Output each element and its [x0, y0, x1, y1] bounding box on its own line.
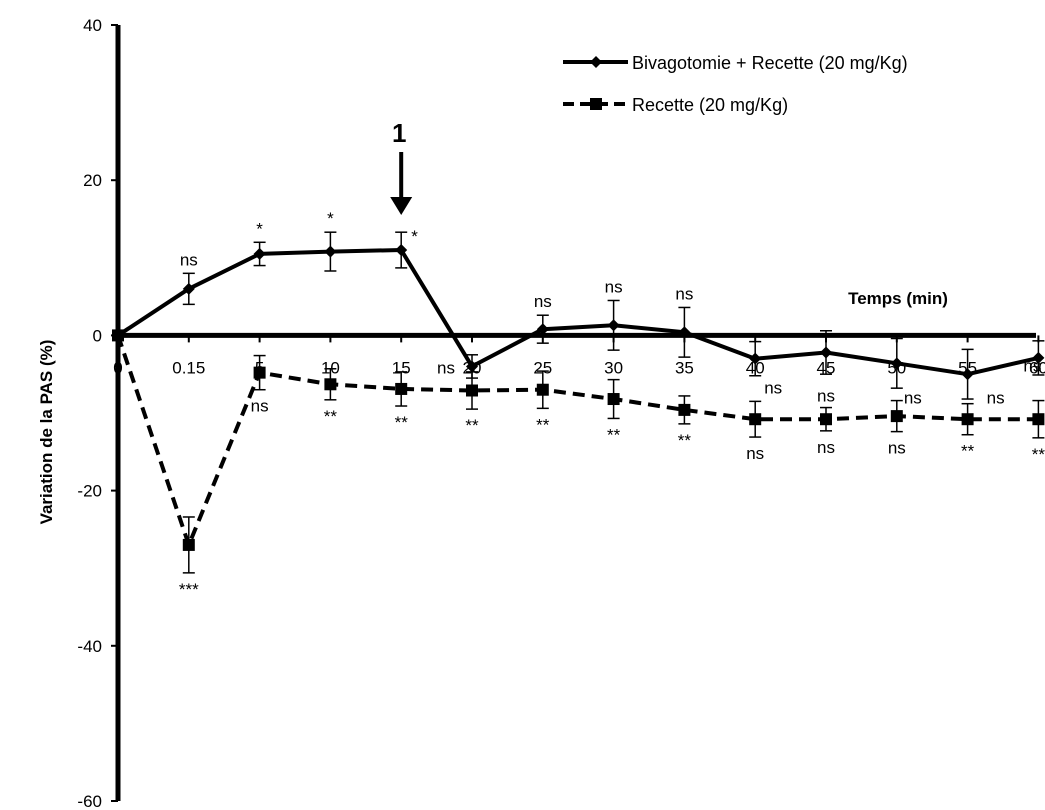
axes	[115, 25, 1036, 801]
significance-label: ns	[675, 284, 693, 303]
data-point	[890, 410, 903, 423]
x-tick-label: 35	[675, 358, 694, 377]
data-point	[890, 357, 903, 370]
data-point	[607, 319, 620, 332]
significance-label: ns	[251, 397, 269, 416]
data-point	[536, 383, 549, 396]
data-point	[678, 403, 691, 416]
series-2	[112, 329, 1045, 574]
data-point	[253, 366, 266, 379]
series-line	[116, 248, 1039, 377]
data-point	[607, 393, 620, 406]
significance-label: ns	[817, 438, 835, 457]
significance-label: ns	[180, 250, 198, 269]
significance-label: ns	[746, 444, 764, 463]
data-point	[182, 282, 195, 295]
series-layer	[112, 231, 1045, 574]
legend: Bivagotomie + Recette (20 mg/Kg) Recette…	[563, 53, 908, 115]
data-point	[1032, 351, 1045, 364]
data-point	[112, 329, 124, 342]
data-point	[749, 413, 762, 426]
significance-label: ns	[605, 277, 623, 296]
data-point	[324, 378, 337, 391]
data-point	[395, 244, 408, 257]
data-point	[749, 352, 762, 365]
significance-label: **	[324, 407, 338, 426]
significance-label: ns	[817, 386, 835, 405]
data-point	[961, 413, 974, 426]
x-tick-label: 0	[113, 358, 122, 377]
x-axis-ticks: 00.1551015202530354045505560	[113, 335, 1045, 377]
significance-label: **	[536, 415, 550, 434]
legend-marker-square	[590, 98, 602, 110]
legend-label-series-2: Recette (20 mg/Kg)	[632, 95, 788, 115]
arrow-head	[390, 197, 413, 215]
data-point	[324, 245, 337, 258]
y-axis-ticks: 40 20 0 -20 -40 -60	[77, 16, 118, 810]
x-axis-label: Temps (min)	[848, 289, 948, 308]
significance-label: ns	[888, 439, 906, 458]
significance-label: ns	[437, 358, 455, 377]
data-point	[182, 538, 195, 551]
significance-label: *	[327, 209, 334, 228]
y-tick-label: 0	[93, 326, 102, 345]
significance-label: ns	[534, 292, 552, 311]
significance-label: **	[465, 416, 479, 435]
significance-label: ns	[1023, 356, 1041, 375]
arrow-label: 1	[392, 118, 406, 148]
significance-label: ns	[987, 388, 1005, 407]
x-tick-label: 15	[392, 358, 411, 377]
significance-label: *	[411, 227, 418, 246]
data-point	[466, 360, 478, 373]
significance-label: ns	[904, 388, 922, 407]
significance-label: ***	[179, 580, 199, 599]
significance-label: **	[607, 425, 621, 444]
significance-label: *	[256, 219, 263, 238]
significance-label: **	[961, 442, 975, 461]
data-point	[820, 346, 832, 359]
data-point	[466, 384, 478, 397]
data-point	[1032, 413, 1045, 426]
x-tick-label: 60	[1029, 358, 1045, 377]
significance-label: **	[1032, 445, 1045, 464]
x-tick-label: 10	[321, 358, 340, 377]
significance-label: **	[395, 413, 409, 432]
series-line	[116, 334, 1039, 547]
x-tick-label: 30	[604, 358, 623, 377]
x-tick-label: 0.15	[172, 358, 205, 377]
y-tick-label: -20	[77, 482, 102, 501]
data-point	[961, 368, 974, 381]
y-axis-label: Variation de la PAS (%)	[37, 340, 56, 525]
y-tick-label: 40	[83, 16, 102, 35]
legend-marker-diamond	[590, 56, 602, 68]
significance-label: ns	[764, 378, 782, 397]
data-point	[536, 323, 549, 336]
y-tick-label: -60	[77, 792, 102, 810]
x-tick-label: 25	[533, 358, 552, 377]
y-tick-label: -40	[77, 637, 102, 656]
data-point	[820, 413, 832, 426]
data-point	[253, 247, 266, 260]
significance-label: **	[678, 431, 692, 450]
y-tick-label: 20	[83, 171, 102, 190]
legend-label-series-1: Bivagotomie + Recette (20 mg/Kg)	[632, 53, 908, 73]
annotations: 1	[390, 118, 413, 215]
data-point	[395, 382, 408, 395]
data-point	[678, 326, 691, 339]
